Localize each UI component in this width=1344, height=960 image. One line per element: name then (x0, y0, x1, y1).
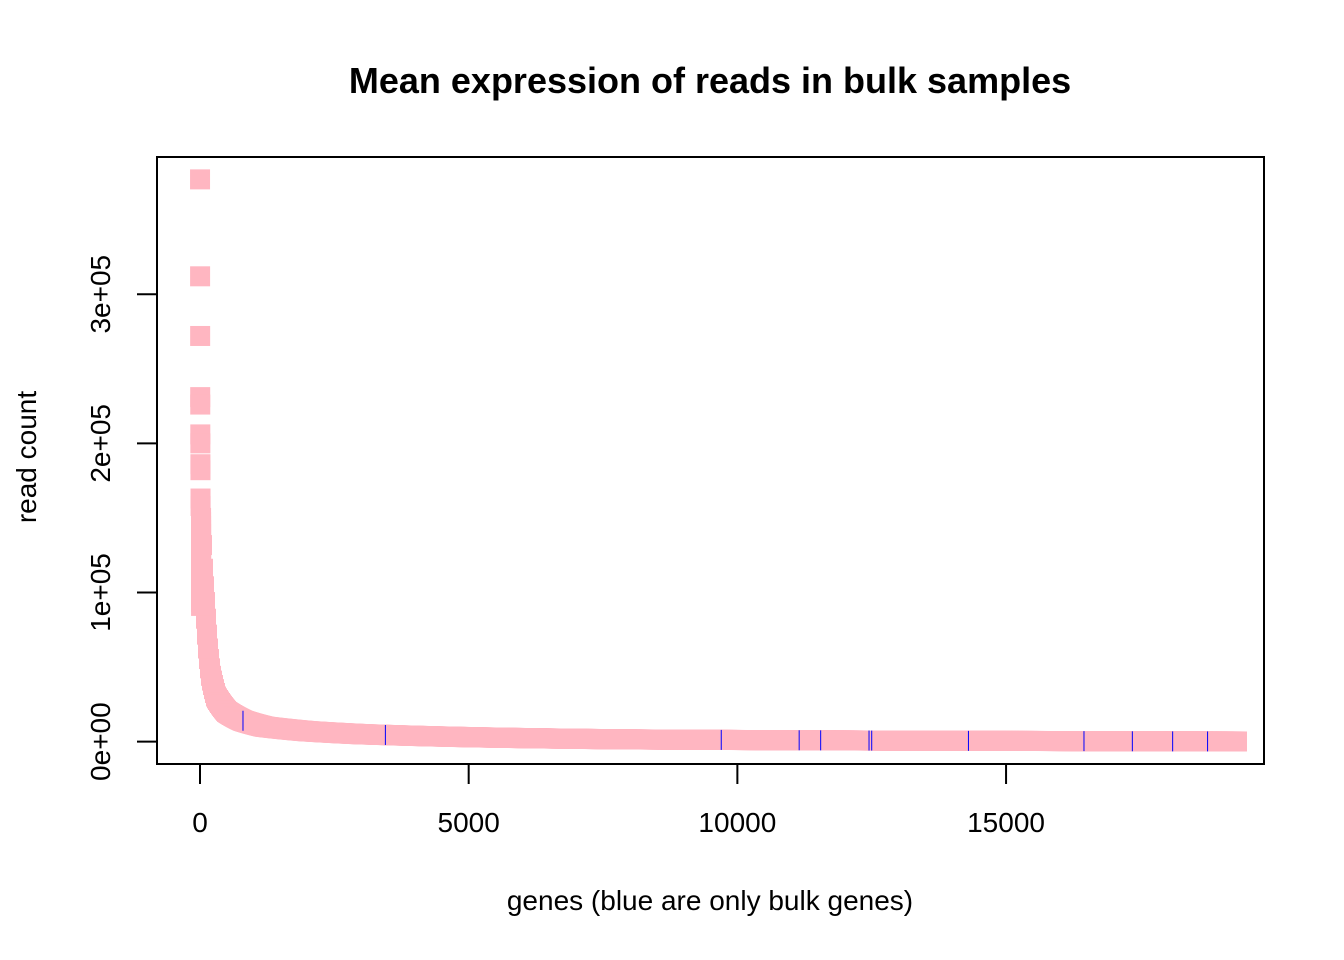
gene-point-top (190, 266, 211, 287)
x-axis-label: genes (blue are only bulk genes) (507, 885, 913, 916)
gene-point (191, 595, 212, 616)
plot-frame (156, 156, 1265, 765)
x-tick-label: 10000 (698, 807, 776, 838)
y-axis-label: read count (11, 391, 42, 524)
gene-point-top (190, 169, 211, 190)
gene-point (1227, 731, 1247, 752)
y-tick-label: 2e+05 (85, 404, 116, 483)
bulk-marks-layer (242, 710, 1209, 752)
y-tick-label: 0e+00 (85, 702, 116, 781)
x-tick-label: 5000 (438, 807, 500, 838)
points-layer (190, 169, 1247, 752)
gene-point-top (190, 433, 211, 454)
y-tick-label: 3e+05 (85, 255, 116, 334)
gene-point-top (190, 325, 211, 346)
gene-point-top (190, 460, 211, 481)
x-tick-label: 0 (192, 807, 208, 838)
x-axis: 0 5000 10000 15000 (192, 763, 1045, 838)
gene-point-top (190, 495, 211, 516)
gene-point-top (190, 394, 211, 415)
chart-title: Mean expression of reads in bulk samples (349, 60, 1071, 101)
y-axis: 0e+00 1e+05 2e+05 3e+05 (85, 255, 158, 781)
x-tick-label: 15000 (967, 807, 1045, 838)
y-tick-label: 1e+05 (85, 553, 116, 632)
